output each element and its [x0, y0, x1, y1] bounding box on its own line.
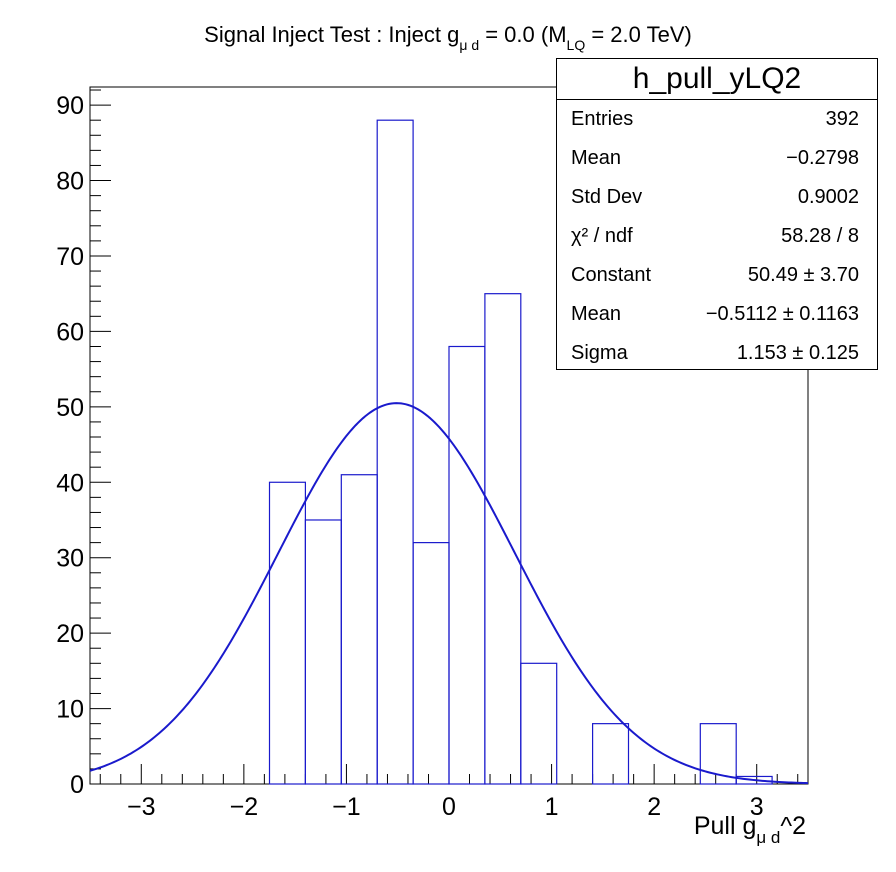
y-tick-label: 0: [70, 771, 84, 799]
x-axis-label: Pull gμ d^2: [693, 812, 806, 847]
stats-row-std-dev: Std Dev 0.9002: [557, 178, 877, 217]
histogram-bar: [591, 723, 630, 785]
y-tick-label: 60: [56, 318, 84, 346]
stats-key: Mean: [571, 147, 622, 169]
x-tick-label: −3: [127, 793, 156, 821]
x-tick-label: −1: [332, 793, 361, 821]
histogram-bar: [448, 345, 486, 785]
histogram-bar: [735, 775, 773, 785]
stats-value: 0.9002: [797, 186, 859, 208]
x-tick-label: 1: [545, 793, 559, 821]
x-tick-label: −2: [230, 793, 259, 821]
histogram-bar: [484, 293, 522, 785]
histogram-bar: [699, 723, 737, 785]
stats-key: Constant: [571, 264, 652, 286]
chart-title-suffix: = 2.0 TeV): [585, 22, 692, 47]
stats-key: Std Dev: [571, 186, 643, 208]
stats-key: χ² / ndf: [571, 225, 633, 247]
histogram-bar: [520, 662, 558, 785]
stats-value: −0.5112 ± 0.1163: [705, 303, 859, 325]
stats-row-entries: Entries 392: [557, 100, 877, 139]
chart-title: Signal Inject Test : Inject gμ d = 0.0 (…: [0, 22, 896, 53]
stats-value: 392: [825, 108, 859, 130]
stats-key: Mean: [571, 303, 622, 325]
x-tick-label: 3: [750, 793, 764, 821]
histogram-bar: [412, 542, 450, 785]
histogram-bar: [268, 481, 307, 785]
chart-title-middle: = 0.0 (M: [479, 22, 567, 47]
x-tick-label: 0: [442, 793, 456, 821]
histogram-bars: [268, 119, 773, 785]
y-tick-label: 80: [56, 168, 84, 196]
y-tick-label: 50: [56, 394, 84, 422]
stats-value: −0.2798: [786, 147, 859, 169]
x-tick-label: 2: [647, 793, 661, 821]
x-tick-labels: −3 −2 −1 0 1 2 3: [127, 793, 764, 821]
y-tick-label: 20: [56, 620, 84, 648]
y-tick-label: 40: [56, 469, 84, 497]
stats-box-title: h_pull_yLQ2: [557, 59, 877, 100]
x-axis-label-subscript: μ d: [756, 828, 781, 847]
chart-title-prefix: Signal Inject Test : Inject g: [204, 22, 460, 47]
histogram-bar: [376, 119, 414, 785]
y-tick-labels: 0 10 20 30 40 50 60 70 80 90: [56, 92, 84, 799]
coupling-subscript: μ d: [459, 37, 480, 53]
gaussian-fit-curve: [89, 402, 809, 785]
histogram-bar: [340, 474, 378, 785]
stats-key: Sigma: [571, 342, 628, 364]
stats-box: h_pull_yLQ2 Entries 392 Mean −0.2798 Std D…: [556, 58, 878, 370]
stats-row-constant: Constant 50.49 ± 3.70: [557, 256, 877, 295]
stats-value: 58.28 / 8: [781, 225, 859, 247]
stats-value: 1.153 ± 0.125: [736, 342, 859, 364]
y-tick-label: 70: [56, 243, 84, 271]
stats-key: Entries: [571, 108, 634, 130]
mass-subscript: LQ: [566, 37, 586, 53]
histogram-bar: [304, 519, 342, 785]
stats-row-sigma: Sigma 1.153 ± 0.125: [557, 334, 877, 373]
stats-row-mean: Mean −0.2798: [557, 139, 877, 178]
x-axis-label-suffix: ^2: [780, 812, 806, 840]
y-tick-label: 10: [56, 696, 84, 724]
y-tick-label: 30: [56, 545, 84, 573]
stats-value: 50.49 ± 3.70: [747, 264, 859, 286]
stats-row-fit-mean: Mean −0.5112 ± 0.1163: [557, 295, 877, 334]
stats-row-chi2-ndf: χ² / ndf 58.28 / 8: [557, 217, 877, 256]
x-axis-label-prefix: Pull g: [693, 812, 757, 840]
y-tick-label: 90: [56, 92, 84, 120]
